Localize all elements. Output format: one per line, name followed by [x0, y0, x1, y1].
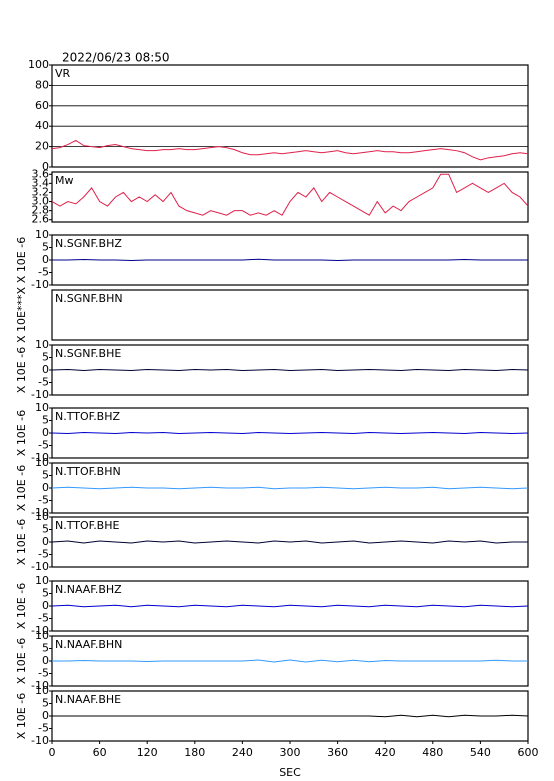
y-tick-label: 2.8: [32, 204, 50, 217]
y-tick-label: -10: [31, 734, 49, 747]
y-tick-label: -5: [38, 439, 49, 452]
x-tick-label: 540: [470, 746, 491, 759]
y-axis-label: X 10E -6: [15, 638, 28, 684]
y-tick-label: 10: [35, 684, 49, 697]
y-tick-label: 5: [42, 587, 49, 600]
y-tick-label: -5: [38, 612, 49, 625]
y-axis-label: X 10E***X: [15, 287, 28, 343]
x-tick-label: 0: [49, 746, 56, 759]
y-tick-label: -10: [31, 278, 49, 291]
plot-title: 2022/06/23 08:50: [62, 51, 170, 65]
y-tick-label: 20: [35, 140, 49, 153]
y-tick-label: 80: [35, 78, 49, 91]
y-axis-label: X 10E -6: [15, 410, 28, 456]
trace: [51, 139, 529, 161]
y-tick-label: -5: [38, 722, 49, 735]
trace: [51, 604, 529, 608]
y-tick-label: 5: [42, 469, 49, 482]
y-axis-label: X 10E -6: [15, 347, 28, 393]
panel-label: N.SGNF.BHN: [55, 292, 123, 305]
y-tick-label: 3.0: [32, 195, 50, 208]
panel-label: VR: [55, 67, 71, 80]
trace: [52, 714, 529, 718]
y-tick-label: -5: [38, 548, 49, 561]
y-tick-label: 0: [42, 160, 49, 173]
y-axis-label: X 10E -6: [15, 465, 28, 511]
y-tick-label: -10: [31, 679, 49, 692]
x-axis-label: SEC: [279, 766, 301, 779]
trace: [52, 258, 528, 262]
y-tick-label: 2.6: [32, 213, 50, 226]
panel-label: N.SGNF.BHZ: [55, 237, 122, 250]
panel-label: N.NAAF.BHN: [55, 638, 122, 651]
y-tick-label: 10: [35, 629, 49, 642]
y-tick-label: 0: [42, 363, 49, 376]
panel-label: N.NAAF.BHZ: [55, 583, 122, 596]
y-tick-label: 0: [42, 709, 49, 722]
y-axis-label: X 10E -6: [15, 693, 28, 739]
y-tick-label: 0: [42, 654, 49, 667]
panel-label: N.NAAF.BHE: [55, 693, 121, 706]
trace: [51, 540, 528, 544]
trace: [51, 431, 529, 435]
panel-frame: [51, 171, 529, 223]
y-tick-label: 5: [42, 642, 49, 655]
panel-label: N.TTOF.BHE: [55, 519, 120, 532]
x-tick-label: 360: [327, 746, 348, 759]
y-tick-label: 10: [35, 401, 49, 414]
y-tick-label: -5: [38, 494, 49, 507]
y-tick-label: 100: [28, 58, 49, 71]
y-tick-label: -10: [31, 506, 49, 519]
x-tick-label: 480: [422, 746, 443, 759]
x-tick-label: 600: [518, 746, 539, 759]
panel-frame: [51, 289, 529, 341]
y-tick-label: 40: [35, 119, 49, 132]
y-tick-label: 10: [35, 574, 49, 587]
x-tick-label: 420: [375, 746, 396, 759]
y-tick-label: 3.4: [32, 176, 50, 189]
panel-frame: [51, 64, 529, 168]
y-tick-label: 5: [42, 697, 49, 710]
trace: [51, 368, 529, 372]
x-tick-label: 180: [184, 746, 205, 759]
y-tick-label: 5: [42, 414, 49, 427]
x-tick-label: 300: [280, 746, 301, 759]
trace: [51, 486, 529, 490]
y-tick-label: 3.2: [32, 185, 50, 198]
x-tick-label: 240: [232, 746, 253, 759]
y-tick-label: 0: [42, 481, 49, 494]
panel-label: N.TTOF.BHN: [55, 465, 121, 478]
y-tick-label: -10: [31, 388, 49, 401]
panel-label: N.SGNF.BHE: [55, 347, 121, 360]
panel-label: Mw: [55, 174, 74, 187]
y-tick-label: 60: [35, 99, 49, 112]
y-tick-label: 0: [42, 253, 49, 266]
y-tick-label: 0: [42, 599, 49, 612]
y-tick-label: 0: [42, 426, 49, 439]
y-axis-label: X 10E -6: [15, 237, 28, 283]
panel-label: N.TTOF.BHZ: [55, 410, 121, 423]
trace: [51, 173, 529, 216]
y-tick-label: -5: [38, 266, 49, 279]
y-tick-label: -5: [38, 667, 49, 680]
y-tick-label: 3.6: [32, 167, 50, 180]
y-axis-label: X 10E -6: [15, 583, 28, 629]
y-axis-label: X 10E -6: [15, 519, 28, 565]
x-tick-label: 120: [137, 746, 158, 759]
y-tick-label: 5: [42, 351, 49, 364]
y-tick-label: 10: [35, 228, 49, 241]
y-tick-label: -10: [31, 624, 49, 637]
y-tick-label: 5: [42, 241, 49, 254]
y-tick-label: -5: [38, 376, 49, 389]
x-tick-label: 60: [93, 746, 107, 759]
y-tick-label: 0: [42, 535, 49, 548]
y-tick-label: 10: [35, 510, 49, 523]
y-tick-label: 10: [35, 456, 49, 469]
y-tick-label: -10: [31, 560, 49, 573]
y-tick-label: 10: [35, 338, 49, 351]
y-tick-label: -10: [31, 451, 49, 464]
y-tick-label: 5: [42, 523, 49, 536]
trace: [52, 659, 528, 663]
